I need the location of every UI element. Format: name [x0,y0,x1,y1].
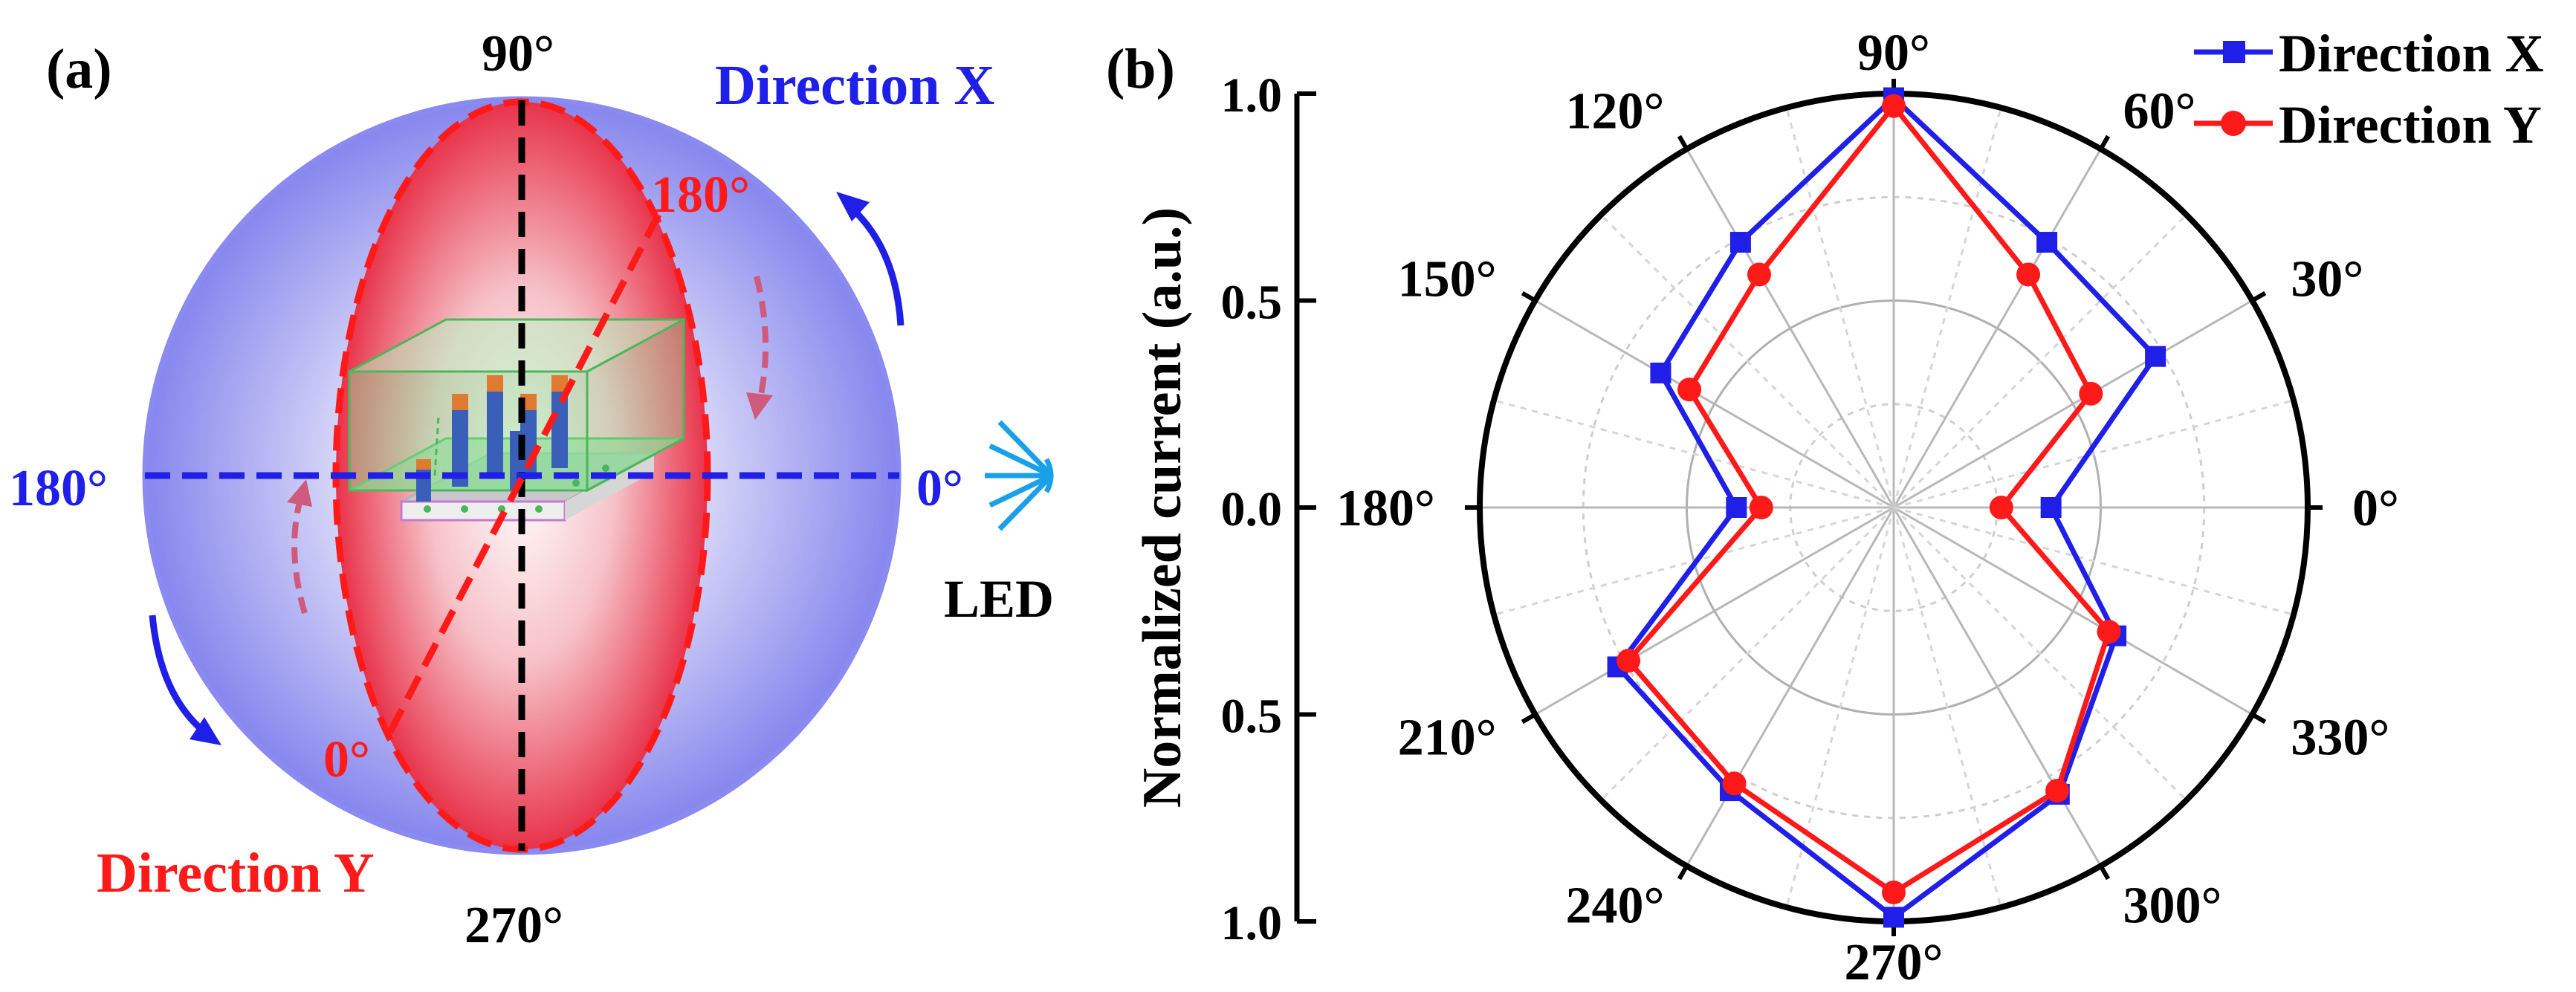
grid-spoke [1534,299,1894,509]
angle-tick [2250,712,2267,724]
grid-spoke [1686,507,1895,867]
data-point-square [1883,907,1904,928]
direction-x-arrow-top [845,201,904,326]
grid-spoke [1892,214,2187,509]
legend-marker-circle [2221,111,2246,136]
legend-marker-square [2223,41,2245,63]
grid-spoke [1493,399,1894,509]
panel-a-schematic: (a) [9,25,1054,954]
grid-spoke [1785,107,1895,508]
angle-label-top: 90° [482,25,554,82]
grid-spoke [1686,148,1895,508]
angle-label-30: 30° [2291,251,2363,308]
angle-label-210: 210° [1398,710,1497,767]
data-point-circle [1989,496,2013,519]
radial-axis-tick-label: 0.5 [1221,690,1283,744]
angle-tick [1677,864,1689,881]
direction-y-arrow-left [291,495,308,615]
data-point-circle [1747,262,1771,287]
data-point-square [2036,232,2058,253]
radial-axis-tick-label: 1.0 [1221,68,1283,123]
data-point-circle [1677,377,1702,402]
angle-label-240: 240° [1566,877,1665,934]
grid-spoke [1892,506,2187,801]
direction-y-arrowhead-left [287,479,312,507]
data-point-square [1729,232,1751,253]
angle-tick [2098,134,2111,151]
angle-tick [1521,291,1537,303]
angle-labels: 0° 30° 60° 90° 120° 150° 180° 210° 240° 270° 300° 3… [1336,25,2399,991]
data-point-square [1726,497,1747,518]
direction-y-diagonal-line [387,210,663,734]
data-point-circle [2045,779,2070,803]
grid-spoke [1893,506,2294,616]
angle-label-x-left: 180° [9,460,108,517]
direction-x-arrowhead-top [836,192,870,221]
angle-label-120: 120° [1566,83,1665,140]
panel-b-polar-chart: (b) Normalized current (a.u.) 1.0 0.5 0.0 0… [1106,24,2544,991]
legend-label: Direction Y [2279,95,2542,155]
grid-spoke [1893,299,2253,509]
angle-label-180: 180° [1336,480,1435,537]
legend: Direction X Direction Y [2194,24,2544,155]
y-axis-title: Normalized current (a.u.) [1132,207,1193,808]
direction-x-arrow-bottom [149,615,207,735]
panel-b-label: (b) [1106,38,1175,100]
angle-label-90: 90° [1857,25,1930,82]
direction-y-label: Direction Y [97,842,375,904]
data-point-square [2040,497,2062,518]
grid-spoke [1600,214,1895,509]
data-point-square [1650,362,1672,383]
direction-x-label: Direction X [715,54,994,117]
angle-label-x-right: 0° [916,460,963,517]
angle-tick [2098,864,2111,881]
direction-y-arrowhead-right [746,392,773,420]
series-layer [1607,87,2166,928]
grid-spoke [1534,506,1894,716]
angle-label-330: 330° [2291,710,2389,767]
data-point-circle [1749,496,1773,519]
panel-a-label: (a) [46,38,112,100]
nanowire-device [348,317,685,522]
angle-label-y-start: 0° [323,731,370,788]
grid-spoke [1893,506,2253,716]
polar-grid [1465,79,2323,936]
data-point-circle [1617,649,1641,673]
grid-spoke [1893,399,2294,509]
grid-spoke [1892,148,2102,508]
direction-x-arrowhead-bottom [190,717,221,745]
angle-label-150: 150° [1398,251,1497,308]
data-point-circle [2016,262,2041,287]
data-point-circle [1722,771,1747,796]
angle-label-60: 60° [2123,83,2196,140]
angle-tick [1677,134,1689,151]
grid-spoke [1892,507,2102,867]
grid-spoke [1785,507,1895,908]
angle-label-bottom: 270° [465,897,563,954]
data-point-square [2145,346,2166,367]
angle-label-300: 300° [2123,877,2222,934]
data-point-circle [1882,94,1906,118]
data-point-circle [1882,881,1906,905]
angle-label-y-end: 180° [651,166,750,224]
grid-spoke [1600,506,1895,801]
series-line-2 [1625,102,2112,896]
data-point-circle [2079,381,2103,406]
led-label: LED [944,569,1054,629]
angle-label-270: 270° [1845,934,1944,991]
radial-axis-tick-label: 0.5 [1221,276,1283,330]
angle-tick [2250,291,2267,303]
direction-y-arrow-right [754,276,769,402]
data-point-circle [2097,620,2121,644]
angle-label-0: 0° [2352,480,2399,537]
grid-spoke [1892,107,2002,508]
legend-label: Direction X [2279,24,2544,83]
led-icon [985,420,1054,531]
grid-spoke [1892,507,2002,908]
radial-axis-tick-label: 0.0 [1221,482,1283,536]
radial-scale-axis: 1.0 0.5 0.0 0.5 1.0 [1221,68,1316,950]
angle-tick [1521,712,1537,724]
radial-axis-tick-label: 1.0 [1221,896,1283,950]
